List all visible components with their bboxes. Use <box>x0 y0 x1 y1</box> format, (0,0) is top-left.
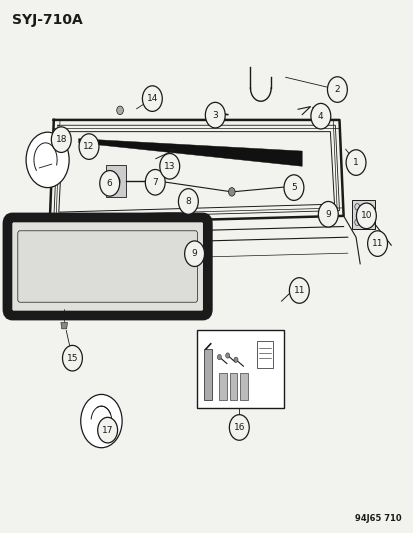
Text: 14: 14 <box>146 94 158 103</box>
Text: 8: 8 <box>185 197 191 206</box>
Text: 4: 4 <box>317 112 323 120</box>
Text: 9: 9 <box>325 210 330 219</box>
Polygon shape <box>351 200 374 229</box>
Circle shape <box>229 415 249 440</box>
Polygon shape <box>61 322 67 329</box>
Circle shape <box>97 417 117 443</box>
Circle shape <box>51 127 71 152</box>
Polygon shape <box>105 165 126 197</box>
Text: 16: 16 <box>233 423 244 432</box>
Polygon shape <box>256 341 273 368</box>
Circle shape <box>191 244 197 252</box>
Circle shape <box>156 177 162 185</box>
Circle shape <box>310 103 330 129</box>
Polygon shape <box>78 139 301 166</box>
FancyBboxPatch shape <box>7 217 207 316</box>
FancyBboxPatch shape <box>18 231 197 302</box>
Circle shape <box>112 176 120 187</box>
Text: 1: 1 <box>352 158 358 167</box>
Text: 15: 15 <box>66 354 78 362</box>
Text: 6: 6 <box>107 179 112 188</box>
Text: 13: 13 <box>164 162 175 171</box>
Text: 17: 17 <box>102 426 113 434</box>
Circle shape <box>116 106 123 115</box>
Circle shape <box>26 132 69 188</box>
Circle shape <box>159 154 179 179</box>
Polygon shape <box>204 349 212 400</box>
Circle shape <box>62 345 82 371</box>
Circle shape <box>318 201 337 227</box>
Text: 3: 3 <box>212 111 218 119</box>
Circle shape <box>178 189 198 214</box>
Text: 2: 2 <box>334 85 339 94</box>
Circle shape <box>287 182 295 192</box>
Text: 18: 18 <box>55 135 67 144</box>
Text: 10: 10 <box>360 212 371 220</box>
FancyBboxPatch shape <box>196 330 283 408</box>
Circle shape <box>79 134 99 159</box>
Text: 12: 12 <box>83 142 95 151</box>
Circle shape <box>345 150 365 175</box>
Circle shape <box>228 188 235 196</box>
Text: SYJ-710A: SYJ-710A <box>12 13 83 27</box>
Polygon shape <box>240 373 247 400</box>
Text: 5: 5 <box>290 183 296 192</box>
Text: 94J65 710: 94J65 710 <box>354 514 401 523</box>
Circle shape <box>233 357 237 362</box>
Circle shape <box>356 203 375 229</box>
Circle shape <box>327 77 347 102</box>
Circle shape <box>289 278 309 303</box>
Circle shape <box>319 209 325 217</box>
Circle shape <box>145 169 165 195</box>
Text: 11: 11 <box>371 239 382 248</box>
Polygon shape <box>229 373 237 400</box>
Circle shape <box>81 394 122 448</box>
Circle shape <box>217 354 221 360</box>
Circle shape <box>367 231 387 256</box>
Polygon shape <box>219 373 226 400</box>
Circle shape <box>100 171 119 196</box>
Circle shape <box>283 175 303 200</box>
Circle shape <box>205 102 225 128</box>
Circle shape <box>142 86 162 111</box>
Text: 7: 7 <box>152 178 158 187</box>
Circle shape <box>225 353 229 358</box>
Text: 11: 11 <box>293 286 304 295</box>
Circle shape <box>184 241 204 266</box>
Text: 9: 9 <box>191 249 197 258</box>
